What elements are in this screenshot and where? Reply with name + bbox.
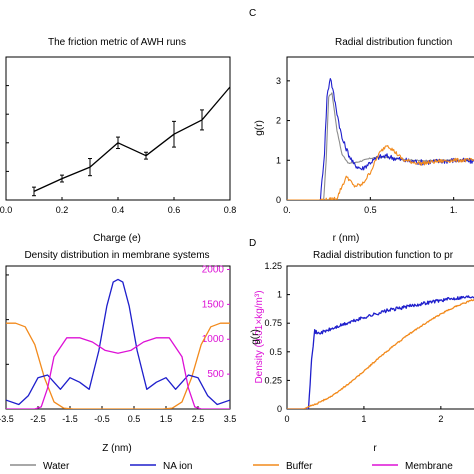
density-x-tick-label: -0.5	[94, 414, 110, 424]
friction-panel: The friction metric of AWH runs 0.0 0.2 0.…	[0, 37, 236, 244]
friction-x-tick-label: 0.8	[224, 205, 237, 215]
rdf-d-x-axis-label: r	[373, 443, 377, 454]
rdf-c-y-tick-label: 0	[276, 195, 281, 205]
rdf-d-y-tick-label: 1	[277, 290, 282, 300]
density-x-tick-label: 0.5	[128, 414, 141, 424]
rdf-c-y-tick-label: 3	[276, 76, 281, 86]
rdf-d-y-tick-label: 0.25	[264, 375, 282, 385]
rdf-c-y-axis-label: g(r)	[254, 120, 265, 136]
rdf-d-line-buffer	[287, 298, 474, 409]
density-line-membrane	[6, 337, 230, 409]
rdf-c-line-buffer	[287, 145, 474, 200]
panel-letter-d: D	[249, 238, 256, 249]
rdf-c-x-tick-label: 0.	[283, 205, 291, 215]
density-y2-tick-label: 500	[207, 369, 224, 380]
friction-x-tick-label: 0.2	[56, 205, 69, 215]
density-title: Density distribution in membrane systems	[24, 250, 209, 261]
panel-letter-c: C	[249, 8, 256, 19]
density-x-tick-label: 3.5	[224, 414, 237, 424]
rdf-c-plot-frame	[286, 56, 474, 201]
density-right-axis-label: Density (0.01×kg/m³)	[254, 290, 265, 383]
rdf-d-x-tick-label: 2	[438, 414, 443, 424]
rdf-c-y-tick-label: 1	[276, 155, 281, 165]
density-x-tick-label: -3.5	[0, 414, 14, 424]
friction-x-tick-label: 0.6	[168, 205, 181, 215]
rdf-d-plot-frame	[286, 265, 474, 410]
density-x-tick-label: -1.5	[62, 414, 78, 424]
rdf-d-y-axis-label: g(r)	[250, 329, 261, 345]
rdf-d-line-na-ion	[287, 295, 474, 409]
rdf-d-x-tick-label: 1	[361, 414, 366, 424]
legend-label-na-ion: NA ion	[163, 461, 192, 472]
legend-label-membrane: Membrane	[405, 461, 453, 472]
rdf-c-title: Radial distribution function	[335, 37, 452, 48]
friction-x-tick-label: 0.4	[112, 205, 125, 215]
density-y2-tick-label: 1000	[202, 334, 225, 345]
friction-title: The friction metric of AWH runs	[48, 37, 186, 48]
rdf-c-y-tick-label: 2	[276, 116, 281, 126]
legend-label-water: Water	[43, 461, 70, 472]
density-x-tick-label: 1.5	[160, 414, 173, 424]
rdf-d-x-tick-label: 0	[284, 414, 289, 424]
rdf-c-x-axis-label: r (nm)	[333, 233, 360, 244]
density-line-buffer	[6, 322, 230, 409]
rdf-d-y-tick-label: 0.75	[264, 318, 282, 328]
rdf-c-panel: C Radial distribution function g(r) 0 1 2 3…	[249, 8, 474, 244]
density-x-axis-label: Z (nm)	[102, 443, 131, 454]
rdf-c-line-na-ion	[287, 78, 474, 200]
rdf-d-y-tick-label: 1.25	[264, 261, 282, 271]
density-x-tick-label: -2.5	[30, 414, 46, 424]
friction-x-tick-label: 0.0	[0, 205, 12, 215]
density-y2-tick-label: 1500	[202, 299, 225, 310]
rdf-c-x-tick-label: 0.5	[364, 205, 377, 215]
rdf-d-y-tick-label: 0.5	[269, 347, 282, 357]
rdf-d-y-tick-label: 0	[277, 404, 282, 414]
rdf-d-title: Radial distribution function to pr	[313, 250, 454, 261]
density-y2-tick-label: 2000	[202, 264, 225, 275]
friction-x-axis-label: Charge (e)	[93, 233, 141, 244]
rdf-c-x-tick-label: 1.	[450, 205, 458, 215]
legend: Water NA ion Buffer Membrane	[10, 461, 453, 472]
density-x-tick-label: 2.5	[192, 414, 205, 424]
rdf-d-panel: D Radial distribution function to pr g(r…	[249, 238, 474, 454]
legend-label-buffer: Buffer	[286, 461, 313, 472]
friction-line	[33, 86, 231, 192]
density-panel: Density distribution in membrane systems…	[0, 250, 265, 454]
